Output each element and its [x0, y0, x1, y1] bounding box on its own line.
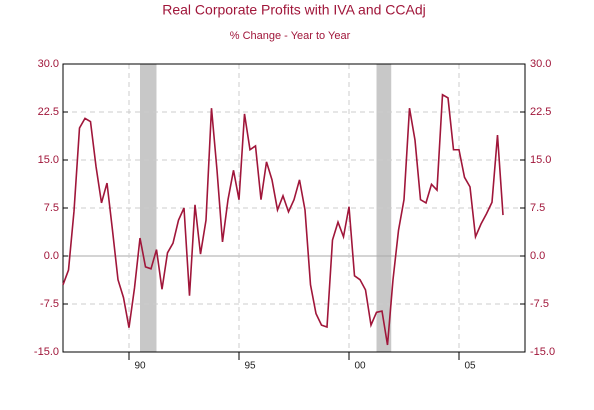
x-tick-label: 00: [354, 361, 366, 372]
y2-tick-label: 30.0: [530, 58, 551, 70]
x-tick-label: 90: [134, 361, 146, 372]
x-tick-label: 05: [464, 361, 476, 372]
y-tick-label: 7.5: [44, 202, 59, 214]
y2-tick-label: -15.0: [530, 346, 555, 358]
plot-frame: [62, 63, 526, 353]
recession-band: [376, 64, 392, 352]
chart-subtitle: % Change - Year to Year: [230, 30, 351, 42]
y-tick-label: 30.0: [38, 58, 59, 70]
x-tick-label: 95: [244, 361, 256, 372]
y-tick-label: 0.0: [44, 250, 59, 262]
y-tick-label: 22.5: [38, 106, 59, 118]
y-tick-label: -15.0: [34, 346, 59, 358]
y-tick-label: -7.5: [40, 298, 59, 310]
y2-tick-label: 22.5: [530, 106, 551, 118]
data-line: [62, 93, 504, 346]
y2-tick-label: 15.0: [530, 154, 551, 166]
y2-tick-label: 7.5: [530, 202, 545, 214]
y-tick-label: 15.0: [38, 154, 59, 166]
chart-title: Real Corporate Profits with IVA and CCAd…: [162, 2, 426, 18]
y2-tick-label: 0.0: [530, 250, 545, 262]
y2-tick-label: -7.5: [530, 298, 549, 310]
